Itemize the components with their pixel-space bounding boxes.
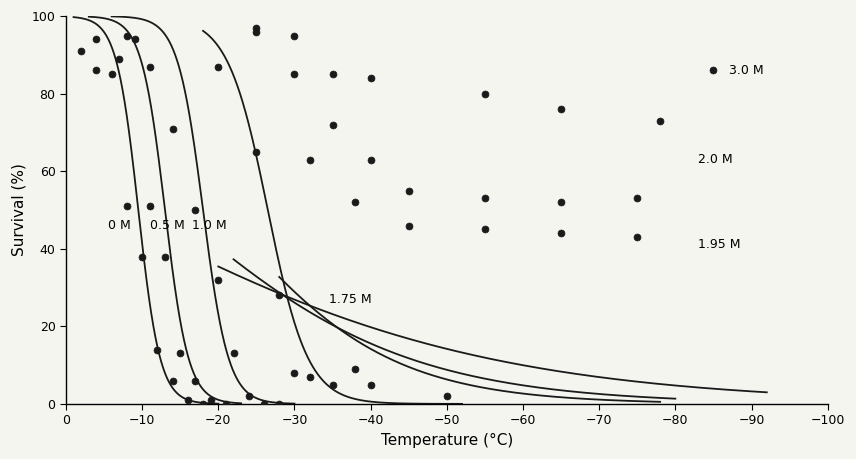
Text: 0.5 M: 0.5 M <box>150 219 185 232</box>
Text: 0 M: 0 M <box>108 219 131 232</box>
X-axis label: Temperature (°C): Temperature (°C) <box>381 433 513 448</box>
Text: 1.0 M: 1.0 M <box>192 219 226 232</box>
Text: 3.0 M: 3.0 M <box>728 64 764 77</box>
Text: 2.0 M: 2.0 M <box>698 153 733 166</box>
Text: 1.75 M: 1.75 M <box>329 293 372 306</box>
Y-axis label: Survival (%): Survival (%) <box>11 163 27 257</box>
Text: 1.95 M: 1.95 M <box>698 238 740 252</box>
